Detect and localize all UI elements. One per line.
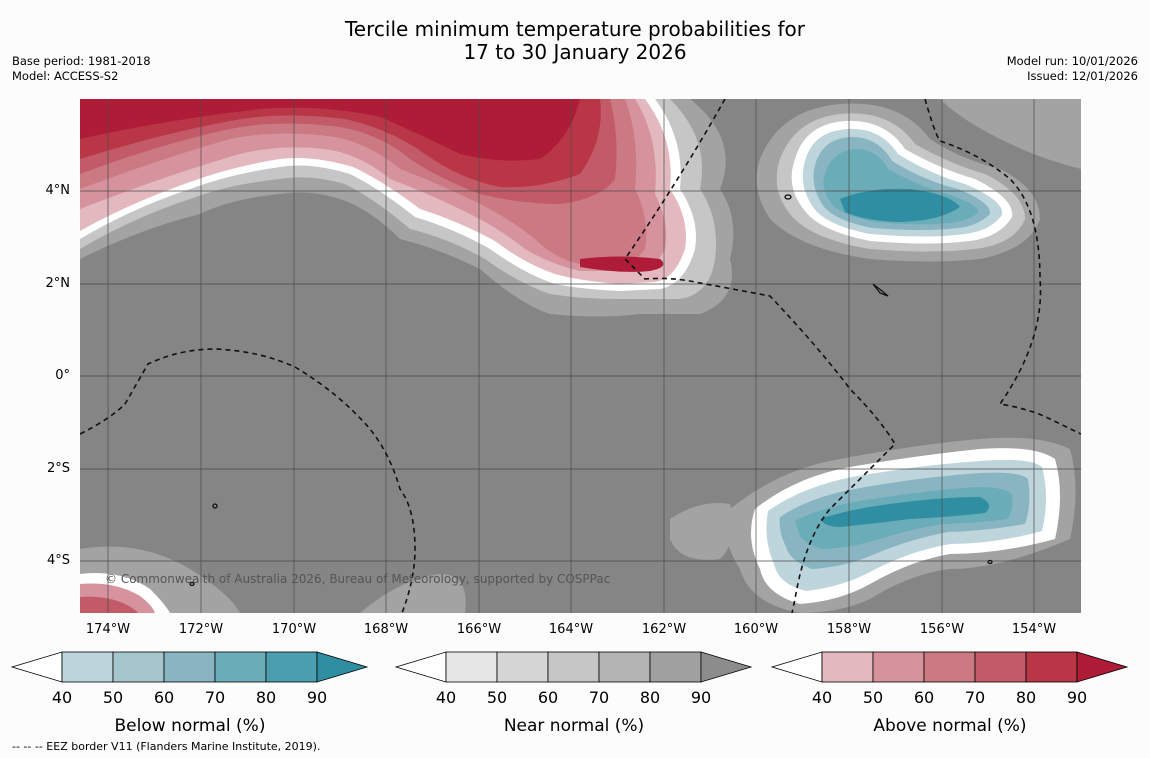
lon-label-154w: 154°W: [1011, 622, 1057, 637]
cb-below-tick: 60: [153, 688, 175, 707]
colorbar-segment: [496, 651, 549, 683]
lat-label-2n: 2°N: [45, 276, 71, 291]
below-normal-region-south: [726, 437, 1076, 613]
cb-above-tick: 50: [862, 688, 884, 707]
colorbar-segment: [214, 651, 267, 683]
colorbar-segment: [974, 651, 1027, 683]
colorbar-segment: [923, 651, 976, 683]
cb-above-tick: 90: [1066, 688, 1088, 707]
cb-above-tick: 40: [811, 688, 833, 707]
probability-map: [80, 99, 1081, 613]
colorbar-segment: [112, 651, 165, 683]
near-normal-light-patches: [360, 99, 1081, 613]
colorbar-below-ticks: 40 50 60 70 80 90: [10, 688, 370, 710]
colorbar-segment: [445, 651, 498, 683]
cb-near-tick: 50: [486, 688, 508, 707]
colorbar-below-normal: 40 50 60 70 80 90 Below normal (%): [10, 650, 370, 736]
lon-label-174w: 174°W: [85, 622, 131, 637]
lat-label-0: 0°: [55, 368, 70, 383]
colorbar-below-title: Below normal (%): [114, 716, 266, 736]
lon-label-170w: 170°W: [271, 622, 317, 637]
colorbar-segment: [598, 651, 651, 683]
colorbar-near-ticks: 40 50 60 70 80 90: [394, 688, 754, 710]
lon-label-162w: 162°W: [641, 622, 687, 637]
colorbar-segment: [649, 651, 702, 683]
copyright-notice: © Commonwealth of Australia 2026, Bureau…: [105, 572, 611, 586]
cb-below-tick: 70: [204, 688, 226, 707]
colorbar-extend-high: [1076, 651, 1129, 683]
colorbar-above-normal: 40 50 60 70 80 90 Above normal (%): [770, 650, 1130, 736]
cb-below-tick: 80: [255, 688, 277, 707]
cb-near-tick: 70: [588, 688, 610, 707]
model-name: Model: ACCESS-S2: [12, 69, 119, 83]
colorbar-segment: [872, 651, 925, 683]
cb-below-tick: 50: [102, 688, 124, 707]
lon-label-172w: 172°W: [178, 622, 224, 637]
lat-label-4s: 4°S: [46, 553, 70, 568]
title-line-2: 17 to 30 January 2026: [463, 40, 687, 64]
above-normal-region-north: [80, 99, 734, 317]
colorbar-segment: [547, 651, 600, 683]
graticule-lines: [80, 99, 1081, 613]
colorbar-segment: [265, 651, 318, 683]
lon-label-156w: 156°W: [919, 622, 965, 637]
cb-above-tick: 70: [964, 688, 986, 707]
cb-below-tick: 40: [51, 688, 73, 707]
model-run: Model run: 10/01/2026: [1006, 54, 1138, 68]
colorbar-extend-high: [700, 651, 753, 683]
cb-near-tick: 60: [537, 688, 559, 707]
colorbar-extend-low: [10, 651, 63, 683]
colorbar-below-svg: [10, 651, 369, 683]
colorbar-extend-high: [316, 651, 369, 683]
lon-label-168w: 168°W: [363, 622, 409, 637]
colorbar-above-title: Above normal (%): [873, 716, 1027, 736]
lon-label-166w: 166°W: [456, 622, 502, 637]
lon-label-158w: 158°W: [826, 622, 872, 637]
colorbar-segment: [163, 651, 216, 683]
colorbar-near-title: Near normal (%): [503, 716, 645, 736]
base-period: Base period: 1981-2018: [12, 54, 151, 68]
colorbar-extend-low: [394, 651, 447, 683]
colorbar-extend-low: [770, 651, 823, 683]
title-line-1: Tercile minimum temperature probabilitie…: [344, 17, 806, 41]
colorbar-segment: [61, 651, 114, 683]
cb-near-tick: 80: [639, 688, 661, 707]
cb-above-tick: 80: [1015, 688, 1037, 707]
meta-right: Model run: 10/01/2026 Issued: 12/01/2026: [1007, 54, 1138, 84]
eez-borders: [80, 99, 1081, 613]
islands: [189, 194, 993, 587]
lon-label-160w: 160°W: [733, 622, 779, 637]
colorbar-near-normal: 40 50 60 70 80 90 Near normal (%): [394, 650, 754, 736]
colorbar-above-svg: [770, 651, 1129, 683]
cb-below-tick: 90: [306, 688, 328, 707]
issued-date: Issued: 12/01/2026: [1027, 69, 1138, 83]
colorbar-near-svg: [394, 651, 753, 683]
meta-left: Base period: 1981-2018 Model: ACCESS-S2: [12, 54, 151, 84]
colorbar-above-ticks: 40 50 60 70 80 90: [770, 688, 1130, 710]
map-svg: [80, 99, 1081, 613]
below-normal-region-north: [756, 103, 1040, 262]
lat-label-4n: 4°N: [45, 183, 71, 198]
eez-footnote: -- -- -- EEZ border V11 (Flanders Marine…: [12, 740, 321, 753]
cb-near-tick: 90: [690, 688, 712, 707]
above-normal-region-southwest: [80, 546, 240, 613]
cb-above-tick: 60: [913, 688, 935, 707]
chart-title: Tercile minimum temperature probabilitie…: [0, 18, 1150, 64]
cb-near-tick: 40: [435, 688, 457, 707]
lat-label-2s: 2°S: [46, 461, 70, 476]
colorbar-segment: [821, 651, 874, 683]
lon-label-164w: 164°W: [548, 622, 594, 637]
colorbar-segment: [1025, 651, 1078, 683]
